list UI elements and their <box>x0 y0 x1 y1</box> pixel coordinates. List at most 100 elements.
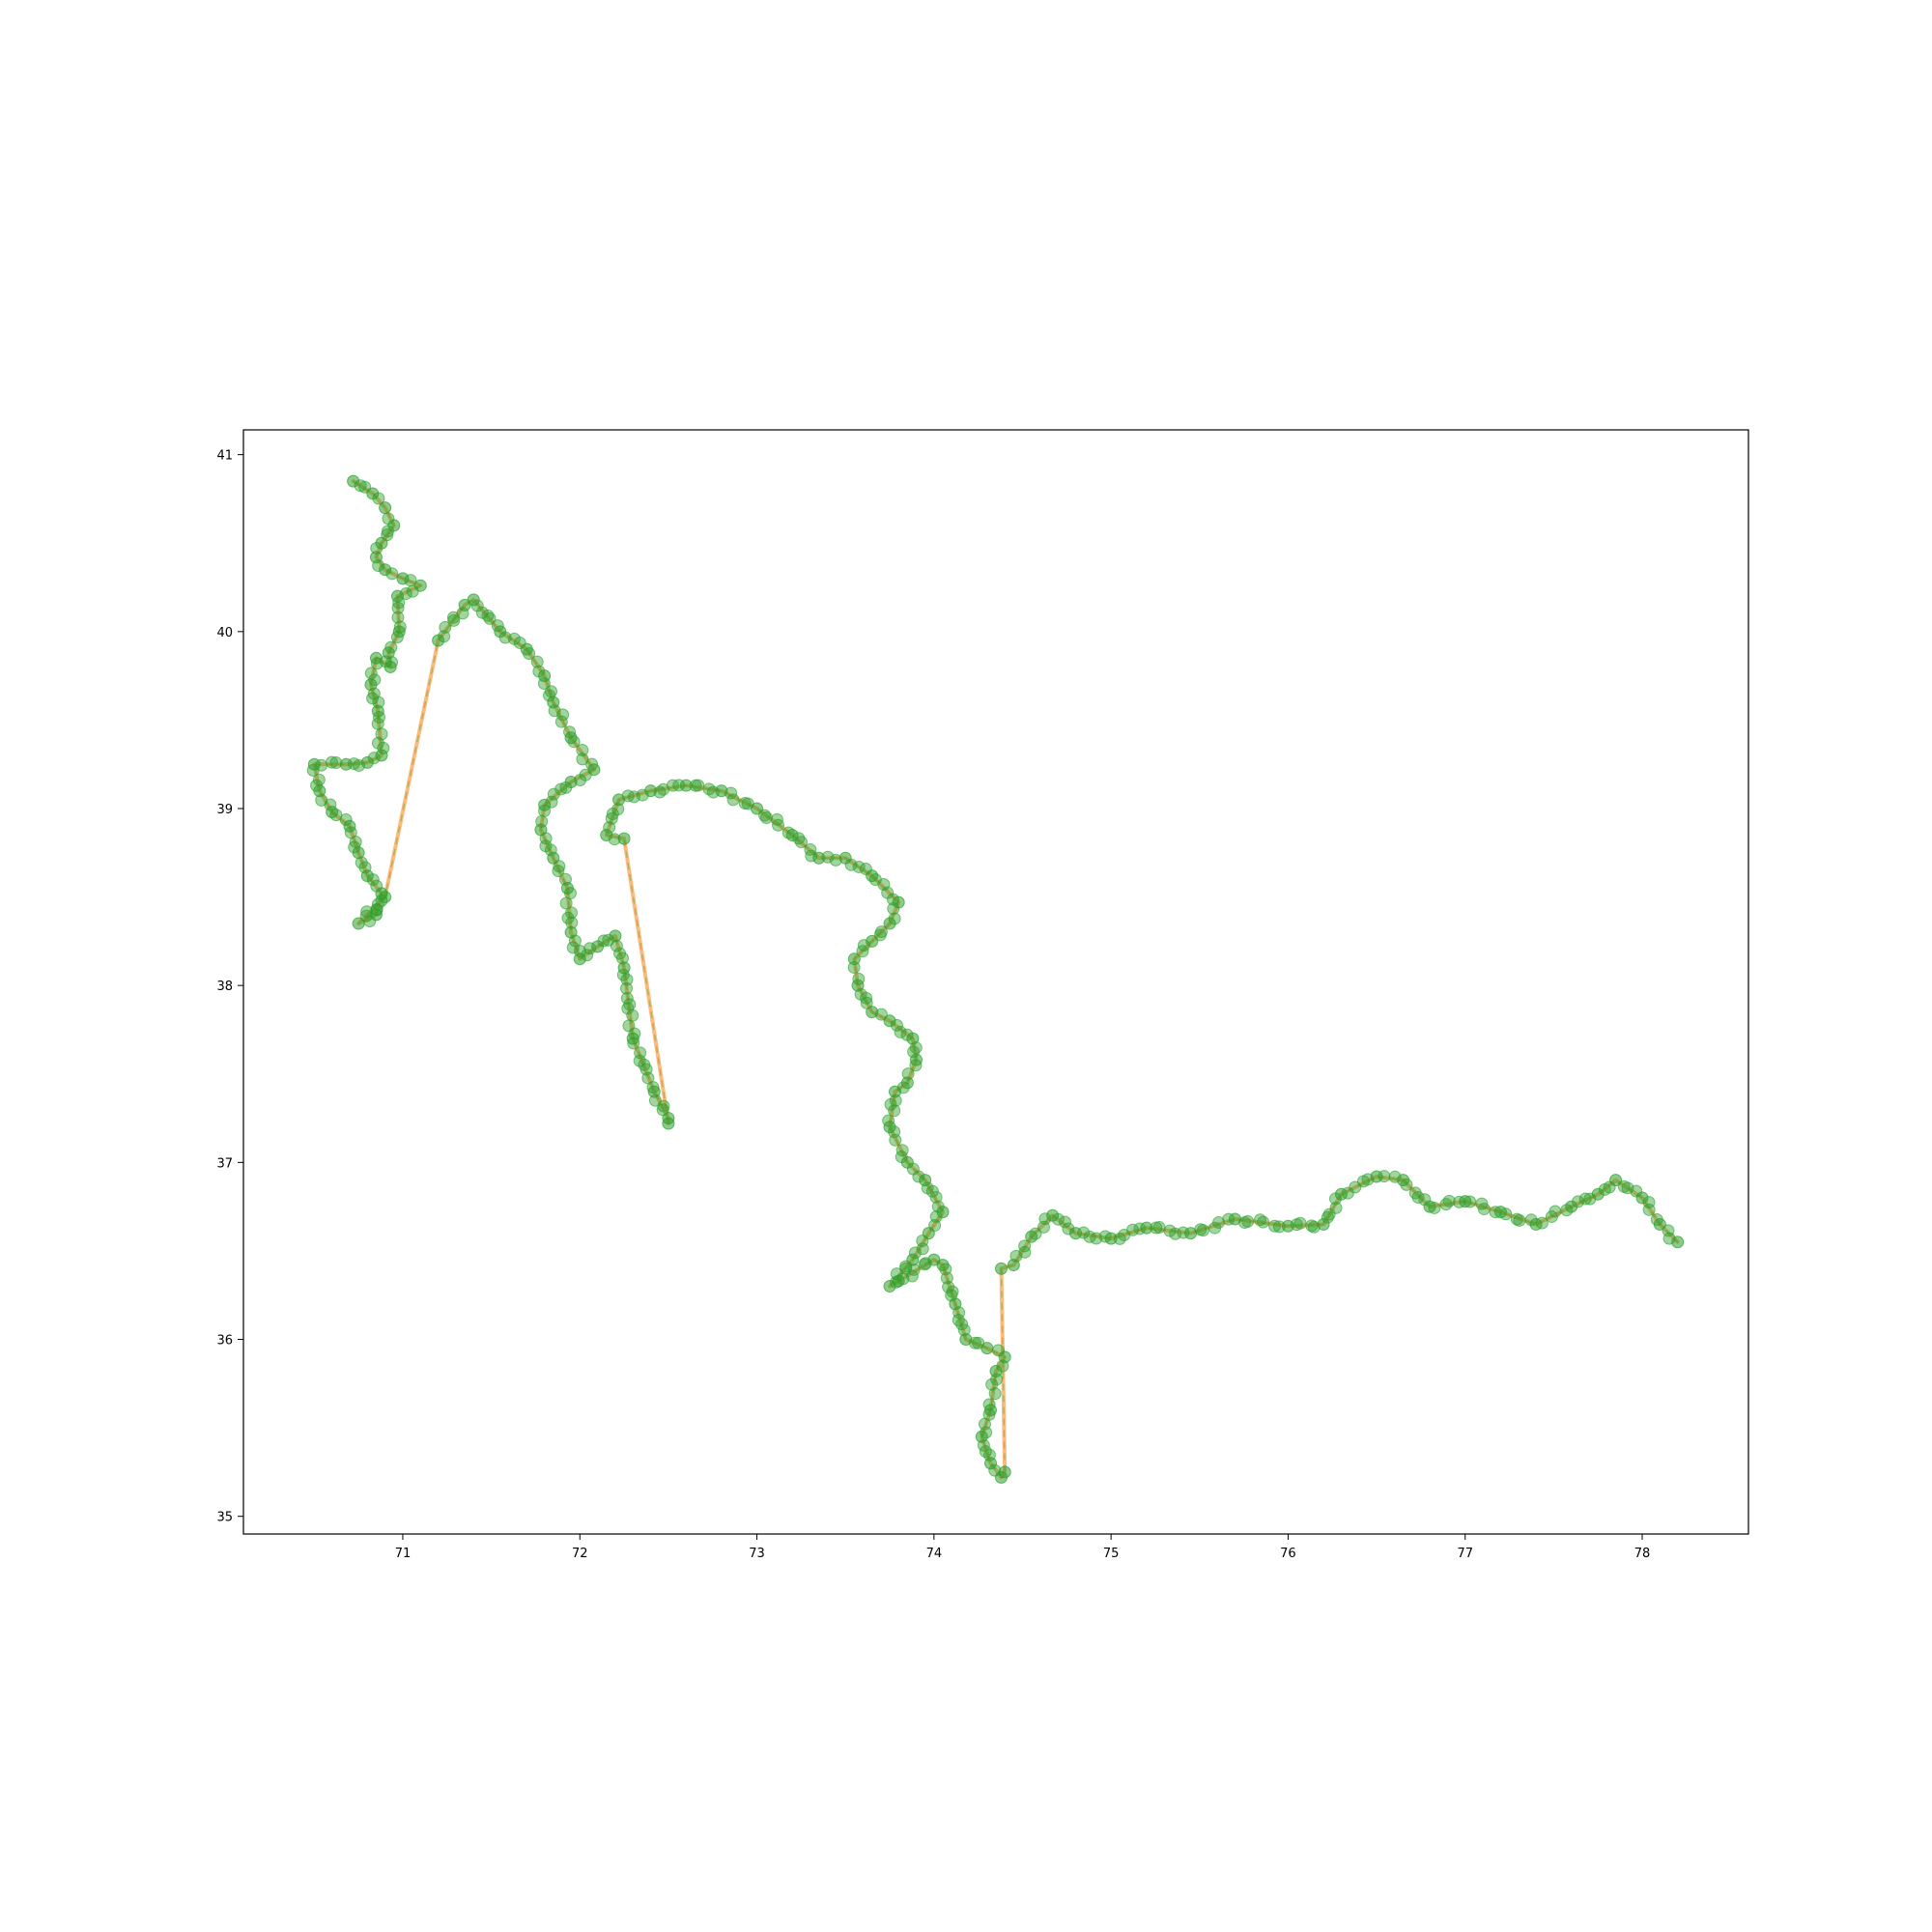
data-point <box>1329 1201 1343 1214</box>
x-axis: 71 72 73 74 75 76 77 78 <box>395 1534 1651 1561</box>
y-tick-label: 41 <box>216 449 233 464</box>
data-point <box>860 996 873 1009</box>
data-point <box>907 1263 921 1276</box>
data-point <box>919 1174 932 1187</box>
data-point <box>513 636 526 649</box>
data-point <box>372 559 385 573</box>
data-point <box>364 667 378 680</box>
data-point <box>470 599 484 612</box>
data-point <box>369 908 383 922</box>
data-point <box>1630 1184 1643 1198</box>
data-point <box>610 939 623 952</box>
data-point <box>370 879 384 893</box>
data-point <box>382 512 395 526</box>
data-point <box>821 850 835 864</box>
data-point <box>371 736 384 750</box>
y-tick-label: 39 <box>216 803 233 817</box>
data-point <box>907 1045 921 1059</box>
data-point <box>1572 1195 1585 1208</box>
data-point <box>1442 1194 1456 1208</box>
data-point <box>371 897 384 911</box>
data-point <box>627 1037 640 1050</box>
data-point <box>609 929 622 943</box>
dashed-route-line <box>313 480 1679 1479</box>
data-point <box>889 1094 902 1107</box>
data-point <box>532 665 546 678</box>
data-point <box>859 863 872 876</box>
data-point <box>1524 1213 1538 1227</box>
data-point <box>1499 1208 1513 1221</box>
data-point <box>358 480 372 494</box>
data-point <box>724 786 738 800</box>
data-point <box>1477 1203 1491 1216</box>
x-tick-label: 78 <box>1634 1547 1651 1561</box>
data-point <box>617 832 631 845</box>
data-point <box>393 620 407 634</box>
data-point <box>1098 1230 1112 1243</box>
data-point <box>873 928 887 942</box>
data-point <box>377 741 390 754</box>
data-point <box>1038 1212 1052 1226</box>
data-point <box>1196 1224 1209 1237</box>
data-point <box>646 1081 660 1094</box>
data-point <box>888 1104 901 1118</box>
data-point <box>396 572 410 585</box>
data-point <box>616 952 630 965</box>
data-point <box>890 1275 903 1289</box>
data-point <box>972 1336 985 1350</box>
data-point <box>901 1067 915 1081</box>
data-point <box>1029 1227 1042 1240</box>
data-point <box>1349 1180 1362 1194</box>
data-point <box>896 1081 910 1094</box>
data-point <box>310 779 324 792</box>
data-point <box>781 826 795 839</box>
data-point <box>741 797 754 810</box>
data-point <box>325 755 338 769</box>
data-point <box>565 916 579 929</box>
data-point <box>1662 1232 1676 1245</box>
data-point <box>1293 1216 1307 1230</box>
data-point <box>1241 1214 1255 1228</box>
data-point <box>612 793 626 807</box>
data-point <box>1051 1212 1065 1226</box>
data-point <box>895 1151 908 1164</box>
data-point <box>545 795 558 809</box>
data-point <box>1583 1192 1597 1206</box>
data-point <box>968 1336 981 1350</box>
data-point <box>391 611 405 624</box>
data-point <box>385 567 399 581</box>
y-tick-label: 38 <box>216 980 233 994</box>
data-point <box>535 814 549 828</box>
x-tick-label: 76 <box>1280 1547 1296 1561</box>
data-point <box>498 631 512 644</box>
data-point <box>367 752 381 765</box>
x-tick-label: 77 <box>1457 1547 1473 1561</box>
data-point <box>390 631 404 644</box>
data-point <box>554 715 568 728</box>
data-point <box>759 811 773 825</box>
data-point <box>1642 1203 1656 1216</box>
data-point <box>1560 1204 1574 1217</box>
y-axis: 35 36 37 38 39 40 41 <box>216 449 243 1525</box>
data-point <box>372 492 385 505</box>
data-point <box>882 1114 895 1127</box>
data-point <box>894 1025 907 1038</box>
data-point <box>636 788 649 802</box>
data-point <box>1257 1215 1270 1229</box>
data-point <box>467 593 480 607</box>
data-point <box>888 912 901 925</box>
data-point <box>605 811 618 825</box>
data-point <box>1378 1170 1391 1183</box>
data-point <box>339 813 353 827</box>
data-point <box>370 657 384 670</box>
data-point <box>1077 1226 1091 1239</box>
data-point <box>567 735 581 749</box>
data-point <box>1268 1219 1282 1233</box>
data-point <box>706 785 720 799</box>
data-point <box>991 1344 1005 1357</box>
data-point <box>608 833 621 846</box>
data-point <box>887 902 900 916</box>
data-point <box>805 849 818 863</box>
data-point <box>554 782 568 796</box>
